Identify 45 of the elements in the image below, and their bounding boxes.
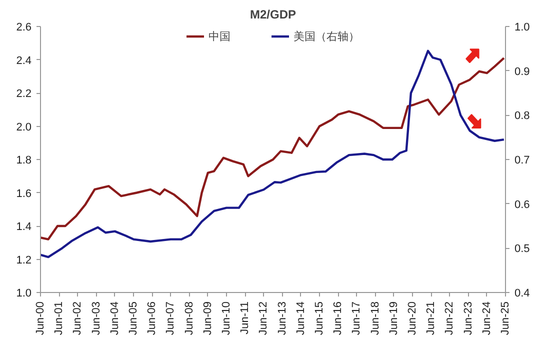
x-tick-label: Jun-18 [369, 301, 382, 336]
y-tick-label: 1.2 [16, 254, 32, 266]
x-tick-label: Jun-16 [332, 301, 344, 336]
x-tick-label: Jun-22 [444, 301, 456, 336]
x-tick-label: Jun-08 [183, 301, 196, 336]
y-tick-label: 1.8 [16, 154, 32, 166]
y-tick-label: 2.4 [16, 54, 32, 67]
x-tick-label: Jun-13 [276, 301, 288, 336]
x-tick-label: Jun-02 [72, 301, 84, 336]
x-tick-label: Jun-21 [425, 301, 438, 336]
y2-tick-label: 0.5 [514, 243, 530, 256]
x-tick-label: Jun-15 [313, 301, 326, 336]
x-tick-label: Jun-09 [202, 301, 214, 336]
x-tick-label: Jun-11 [239, 301, 252, 334]
x-tick-label: Jun-17 [350, 301, 363, 336]
x-tick-label: Jun-12 [258, 301, 270, 336]
y2-tick-label: 0.4 [514, 288, 530, 300]
y2-tick-label: 1.0 [514, 22, 530, 34]
x-tick-label: Jun-01 [53, 301, 66, 336]
x-tick-label: Jun-03 [90, 301, 102, 336]
y2-tick-label: 0.7 [514, 154, 530, 166]
y-tick-label: 2.6 [16, 22, 32, 34]
x-tick-label: Jun-25 [500, 301, 512, 336]
x-tick-label: Jun-10 [220, 301, 232, 336]
x-tick-label: Jun-04 [108, 301, 121, 336]
chart-title: M2/GDP [250, 8, 296, 22]
x-tick-label: Jun-20 [406, 301, 419, 336]
y-tick-label: 2.0 [16, 121, 32, 134]
y-tick-label: 1.6 [16, 188, 32, 200]
x-tick-label: Jun-24 [480, 301, 493, 336]
y2-tick-label: 0.8 [514, 110, 530, 122]
x-tick-label: Jun-06 [146, 301, 158, 336]
y-tick-label: 2.2 [16, 88, 32, 100]
x-tick-label: Jun-05 [127, 301, 140, 336]
x-tick-label: Jun-00 [34, 301, 46, 336]
x-tick-label: Jun-07 [164, 301, 177, 336]
y-tick-label: 1.0 [16, 288, 32, 300]
y2-tick-label: 0.9 [514, 66, 530, 78]
y-tick-label: 1.4 [16, 221, 32, 233]
legend-label: 美国（右轴） [294, 30, 360, 44]
legend-label: 中国 [208, 30, 230, 44]
x-tick-label: Jun-19 [388, 301, 400, 336]
y2-tick-label: 0.6 [514, 198, 530, 211]
x-tick-label: Jun-14 [294, 301, 307, 336]
x-tick-label: Jun-23 [462, 301, 474, 336]
